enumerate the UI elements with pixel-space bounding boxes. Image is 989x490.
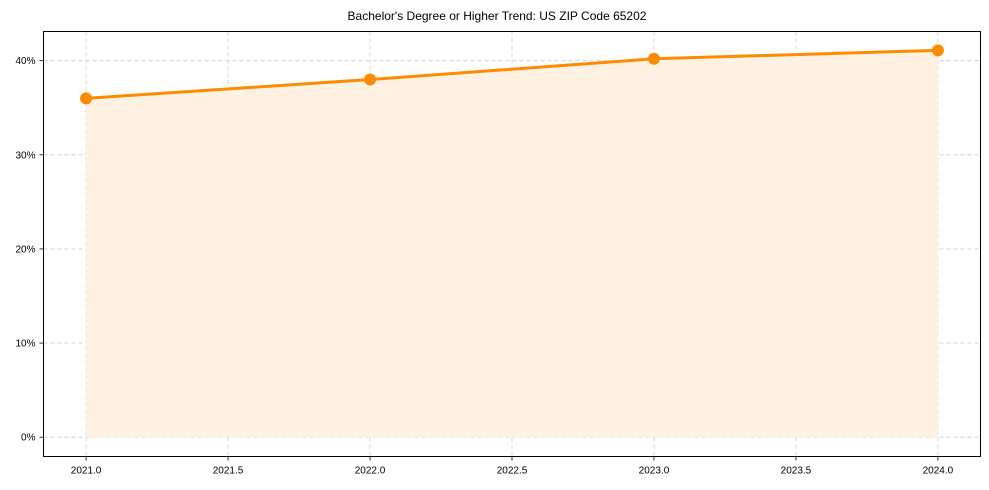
x-tick-label: 2021.5	[213, 466, 244, 477]
data-markers	[80, 44, 944, 105]
x-tick-label: 2023.0	[639, 466, 670, 477]
data-point	[647, 52, 660, 65]
x-tick-label: 2024.0	[923, 466, 954, 477]
x-tick-label: 2023.5	[781, 466, 812, 477]
y-tick-label: 0%	[21, 433, 36, 444]
y-tick-label: 30%	[15, 150, 35, 161]
y-tick-label: 10%	[15, 339, 35, 350]
data-point	[931, 44, 944, 57]
area-fill	[86, 50, 938, 438]
x-tick-label: 2022.5	[497, 466, 528, 477]
x-tick-label: 2022.0	[355, 466, 386, 477]
x-tick-label: 2021.0	[71, 466, 102, 477]
data-point	[80, 92, 93, 105]
x-axis-ticks: 2021.0 2021.5 2022.0 2022.5 2023.0 2023.5 2024…	[71, 456, 954, 477]
y-axis-ticks: 0% 10% 20% 30% 40%	[15, 56, 44, 444]
y-tick-label: 20%	[15, 244, 35, 255]
data-point	[364, 73, 377, 86]
y-tick-label: 40%	[15, 56, 35, 67]
chart-title: Bachelor's Degree or Higher Trend: US ZI…	[348, 9, 647, 23]
data-line	[84, 48, 940, 100]
